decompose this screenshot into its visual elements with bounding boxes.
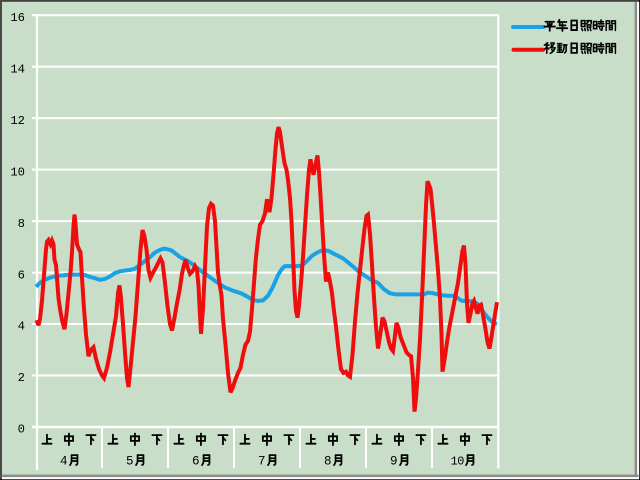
svg-text:9: 9 (390, 455, 398, 469)
svg-text:6: 6 (18, 268, 25, 282)
svg-text:4: 4 (18, 320, 25, 334)
svg-text:0: 0 (18, 423, 25, 437)
svg-text:5: 5 (126, 455, 134, 469)
svg-text:7: 7 (258, 455, 266, 469)
svg-text:8: 8 (18, 217, 25, 231)
svg-text:14: 14 (10, 62, 25, 76)
svg-text:12: 12 (10, 114, 25, 128)
svg-text:10: 10 (451, 455, 465, 469)
svg-text:8: 8 (324, 455, 332, 469)
svg-text:10: 10 (10, 165, 25, 179)
svg-text:6: 6 (192, 455, 200, 469)
svg-text:16: 16 (10, 11, 25, 25)
svg-text:2: 2 (18, 371, 25, 385)
svg-text:4: 4 (60, 455, 68, 469)
